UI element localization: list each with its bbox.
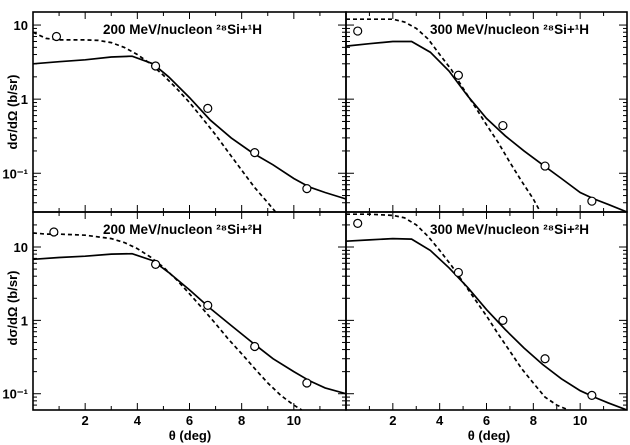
panels: 10⁻¹ 1 10 200 MeV/nucleon ²⁸Si+¹H 300 MeV/nu…	[2, 11, 628, 428]
plot-area	[346, 18, 627, 212]
x-tick-label: 10	[287, 413, 301, 428]
data-point	[203, 103, 213, 114]
dashed-curve	[346, 18, 542, 212]
x-tick-label: 8	[530, 413, 537, 428]
data-point	[150, 259, 161, 269]
data-point	[49, 227, 59, 237]
panel-frame	[32, 211, 347, 411]
x-tick-label: 4	[436, 413, 444, 428]
y-axis-title: dσ/dΩ (b/sr)	[5, 271, 20, 346]
x-tick-label: 8	[238, 413, 245, 428]
panel-title: 300 MeV/nucleon ²⁸Si+²H	[430, 222, 589, 237]
data-point	[302, 184, 312, 194]
solid-curve	[346, 237, 627, 410]
data-point	[498, 315, 508, 325]
panel-frame	[345, 211, 628, 411]
data-point	[453, 70, 463, 80]
x-tick-label: 10	[573, 413, 587, 428]
data-point	[250, 147, 260, 158]
data-point	[453, 267, 463, 278]
solid-curve	[33, 55, 346, 200]
dashed-curve	[346, 213, 569, 410]
plot-area	[346, 213, 627, 410]
data-point	[353, 26, 363, 36]
y-tick-label: 10	[14, 240, 28, 255]
data-point	[302, 378, 312, 388]
panel-1: 10⁻¹ 1 10 200 MeV/nucleon ²⁸Si+¹H	[2, 11, 347, 213]
x-axis-title: θ (deg)	[468, 428, 510, 443]
dashed-curve	[33, 31, 277, 212]
data-point	[498, 120, 508, 131]
y-tick-label: 10⁻¹	[2, 166, 28, 181]
data-point	[540, 354, 550, 364]
data-point	[540, 161, 550, 171]
x-tick-label: 6	[483, 413, 490, 428]
solid-curve	[33, 252, 346, 395]
plot-area	[33, 31, 346, 212]
plot-area	[33, 227, 346, 410]
y-tick-label: 10	[14, 18, 28, 33]
panel-title: 200 MeV/nucleon ²⁸Si+²H	[103, 222, 262, 237]
panel-title: 300 MeV/nucleon ²⁸Si+¹H	[430, 22, 589, 37]
x-axis-title: θ (deg)	[169, 428, 211, 443]
axis-titles: dσ/dΩ (b/sr) dσ/dΩ (b/sr) θ (deg) θ (deg)	[5, 75, 510, 443]
panel-2: 300 MeV/nucleon ²⁸Si+¹H	[345, 11, 628, 213]
panel-4: 2 4 6 8 10 300 MeV/nucleon ²⁸Si+²H	[345, 211, 628, 428]
data-point	[587, 390, 597, 400]
data-point	[203, 300, 213, 310]
panel-3: 2 4 6 8 10 10⁻¹ 1 10 200 MeV/nucleon ²⁸Si+²H	[2, 211, 347, 428]
dashed-curve	[33, 232, 303, 410]
y-axis-title: dσ/dΩ (b/sr)	[5, 75, 20, 150]
x-tick-label: 2	[82, 413, 89, 428]
data-point	[51, 31, 62, 42]
x-tick-label: 2	[389, 413, 396, 428]
solid-curve	[346, 40, 627, 212]
x-tick-label: 6	[186, 413, 193, 428]
y-tick-label: 1	[21, 92, 28, 107]
data-point	[150, 61, 161, 71]
y-tick-label: 10⁻¹	[2, 387, 28, 402]
data-point	[587, 196, 597, 206]
panel-title: 200 MeV/nucleon ²⁸Si+¹H	[103, 22, 262, 37]
y-tick-label: 1	[21, 313, 28, 328]
x-tick-label: 4	[134, 413, 142, 428]
data-point	[353, 218, 363, 228]
data-point	[250, 341, 260, 352]
